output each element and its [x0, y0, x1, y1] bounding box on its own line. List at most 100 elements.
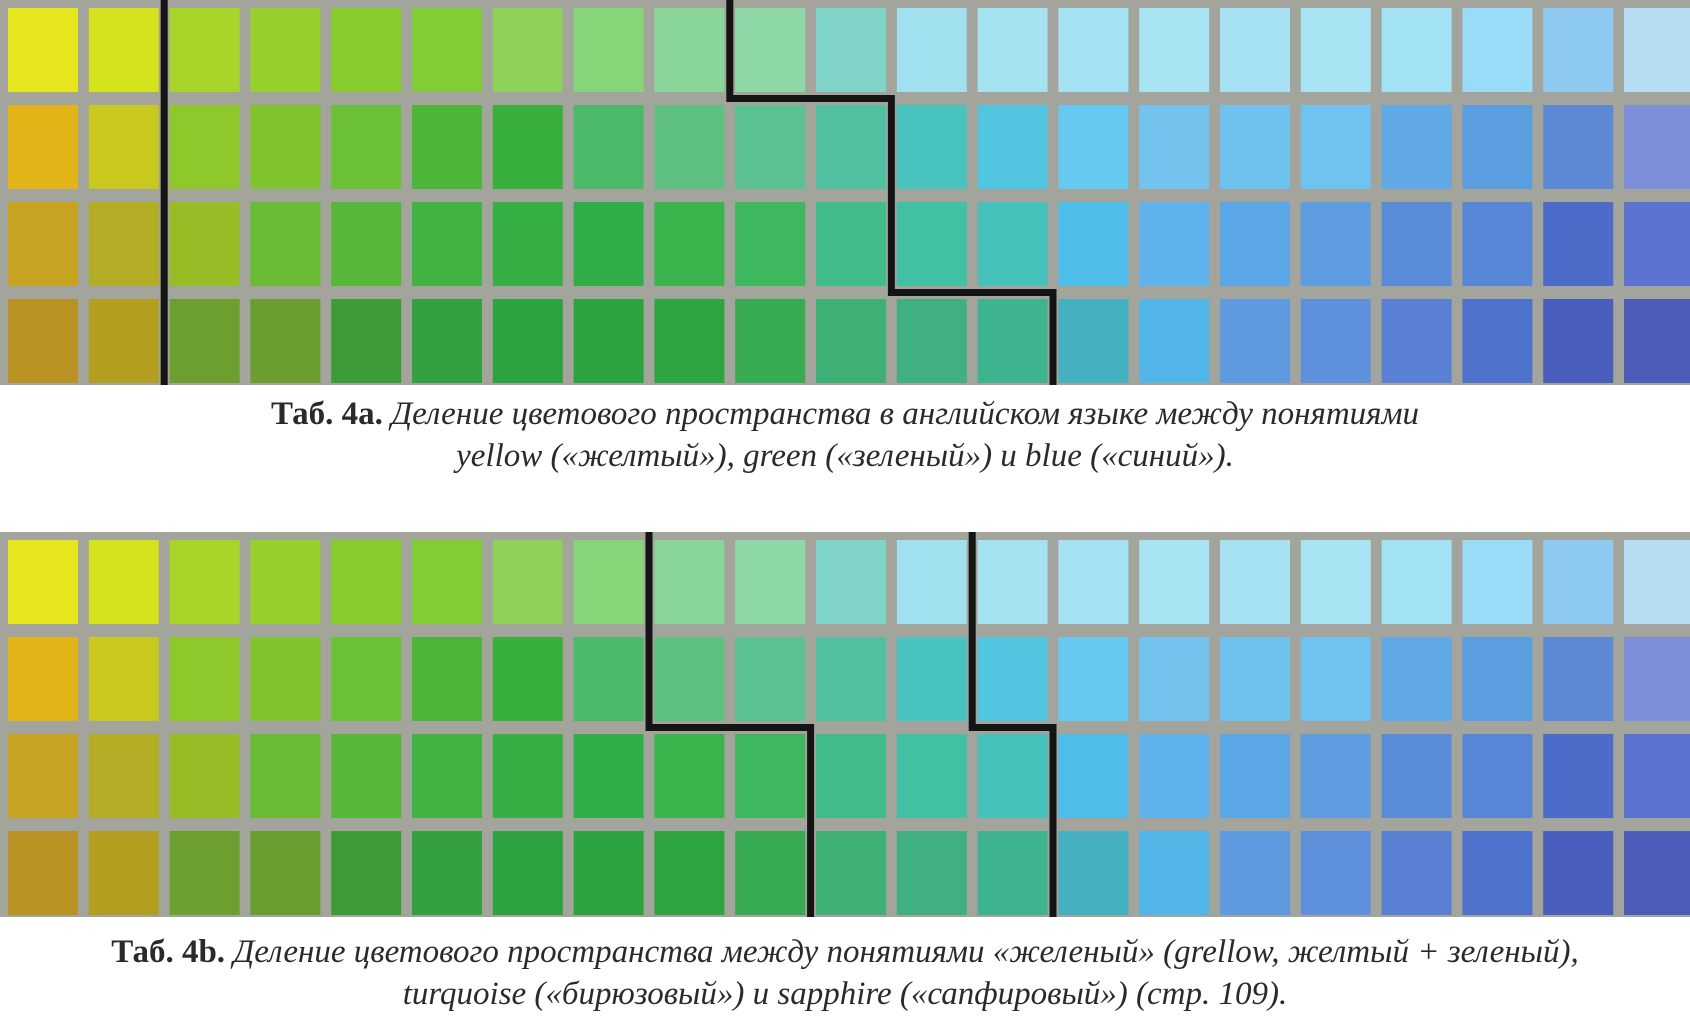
fig-4b-swatch-r3-c1 — [8, 734, 78, 818]
fig-4a-swatch-r1-c18 — [1381, 8, 1452, 92]
fig-4b-swatch-r4-c11 — [816, 831, 886, 915]
fig-4b-swatch-r1-c5 — [331, 540, 402, 624]
caption-4a: Таб. 4a. Деление цветового пространства … — [0, 393, 1690, 477]
fig-4a-swatch-r2-c16 — [1220, 105, 1290, 189]
fig-4b-swatch-r4-c9 — [654, 831, 725, 915]
fig-4a-swatch-r3-c4 — [250, 202, 321, 286]
fig-4b-swatch-r2-c1 — [8, 637, 78, 721]
fig-4b-swatch-r1-c11 — [816, 540, 886, 624]
fig-4b-swatch-r2-c2 — [88, 637, 159, 721]
fig-4b-swatch-r4-c5 — [331, 831, 402, 915]
fig-4b-swatch-r2-c14 — [1058, 637, 1129, 721]
fig-4b-swatch-r3-c4 — [250, 734, 321, 818]
fig-4b-boundary-line-2 — [968, 532, 1057, 917]
fig-4a-swatch-r1-c4 — [250, 8, 321, 92]
fig-4a-swatch-r2-c15 — [1139, 105, 1210, 189]
fig-4b-swatch-r3-c10 — [735, 734, 806, 818]
fig-4a-swatch-r4-c1 — [8, 299, 78, 383]
fig-4b-swatch-r4-c7 — [492, 831, 563, 915]
fig-4a-swatch-r4-c3 — [169, 299, 240, 383]
caption-4b-line2: turquoise («бирюзовый») и sapphire («сап… — [402, 976, 1288, 1012]
fig-4b-swatch-r1-c14 — [1058, 540, 1129, 624]
fig-4a-swatch-r1-c6 — [412, 8, 482, 92]
fig-4a-swatch-r4-c15 — [1139, 299, 1210, 383]
fig-4b-swatch-r2-c5 — [331, 637, 402, 721]
fig-4b-swatch-r2-c8 — [573, 637, 644, 721]
fig-4a-swatch-r4-c18 — [1381, 299, 1452, 383]
fig-4a-swatch-r4-c9 — [654, 299, 725, 383]
fig-4a-swatch-r1-c12 — [896, 8, 967, 92]
fig-4b-swatch-r1-c15 — [1139, 540, 1210, 624]
fig-4b-swatch-r3-c2 — [88, 734, 159, 818]
fig-4b-swatch-r1-c4 — [250, 540, 321, 624]
fig-4b-swatch-r4-c3 — [169, 831, 240, 915]
caption-4a-text1: Деление цветового пространства в английс… — [391, 396, 1420, 432]
fig-4a-swatch-r2-c10 — [735, 105, 806, 189]
fig-4a-swatch-r4-c17 — [1300, 299, 1371, 383]
fig-4a-swatch-r1-c11 — [816, 8, 886, 92]
fig-4b-swatch-r2-c20 — [1543, 637, 1614, 721]
fig-4b-swatch-r1-c6 — [412, 540, 482, 624]
fig-4a-swatch-r3-c9 — [654, 202, 725, 286]
fig-4b-swatch-r1-c7 — [492, 540, 563, 624]
color-grid-4a — [0, 0, 1690, 385]
fig-4b-swatch-r1-c20 — [1543, 540, 1614, 624]
fig-4a-swatch-r2-c21 — [1624, 105, 1690, 189]
fig-4a-swatch-r4-c10 — [735, 299, 806, 383]
fig-4a-swatch-r1-c14 — [1058, 8, 1129, 92]
fig-4b-swatch-r4-c20 — [1543, 831, 1614, 915]
fig-4a-swatch-r2-c3 — [169, 105, 240, 189]
fig-4b-swatch-r3-c21 — [1624, 734, 1690, 818]
fig-4a-swatch-r4-c2 — [88, 299, 159, 383]
fig-4b-swatch-r2-c17 — [1300, 637, 1371, 721]
fig-4a-swatch-r2-c11 — [816, 105, 886, 189]
fig-4a-swatch-r3-c17 — [1300, 202, 1371, 286]
fig-4b-swatch-r2-c6 — [412, 637, 482, 721]
fig-4b-swatch-r2-c21 — [1624, 637, 1690, 721]
fig-4a-swatch-r1-c15 — [1139, 8, 1210, 92]
fig-4b-swatch-r2-c7 — [492, 637, 563, 721]
fig-4b-swatch-r4-c18 — [1381, 831, 1452, 915]
fig-4b-swatch-r1-c16 — [1220, 540, 1290, 624]
fig-4b-swatch-r1-c10 — [735, 540, 806, 624]
fig-4b-swatch-r4-c13 — [977, 831, 1048, 915]
fig-4a-swatch-r3-c13 — [977, 202, 1048, 286]
fig-4a-swatch-r2-c1 — [8, 105, 78, 189]
fig-4b-swatch-r4-c2 — [88, 831, 159, 915]
fig-4a-swatch-r4-c12 — [896, 299, 967, 383]
fig-4b-swatch-r1-c2 — [88, 540, 159, 624]
fig-4b-swatch-r1-c17 — [1300, 540, 1371, 624]
caption-4a-line1: Таб. 4a. Деление цветового пространства … — [0, 393, 1690, 435]
fig-4b-swatch-r3-c16 — [1220, 734, 1290, 818]
fig-4a-swatch-r2-c2 — [88, 105, 159, 189]
fig-4a-swatch-r4-c13 — [977, 299, 1048, 383]
fig-4b-swatch-r3-c14 — [1058, 734, 1129, 818]
fig-4a-swatch-r2-c7 — [492, 105, 563, 189]
fig-4b-swatch-r4-c16 — [1220, 831, 1290, 915]
fig-4b-swatch-r4-c12 — [896, 831, 967, 915]
fig-4a-swatch-r3-c11 — [816, 202, 886, 286]
fig-4b-swatch-r1-c19 — [1462, 540, 1533, 624]
fig-4a-swatch-r3-c5 — [331, 202, 402, 286]
fig-4a-swatch-r1-c8 — [573, 8, 644, 92]
fig-4a-swatch-r3-c6 — [412, 202, 482, 286]
fig-4a-swatch-r3-c15 — [1139, 202, 1210, 286]
fig-4a-swatch-r4-c14 — [1058, 299, 1129, 383]
fig-4a-swatch-r3-c2 — [88, 202, 159, 286]
fig-4a-swatch-r2-c12 — [896, 105, 967, 189]
fig-4a-swatch-r4-c20 — [1543, 299, 1614, 383]
fig-4a-swatch-r1-c16 — [1220, 8, 1290, 92]
fig-4b-swatch-r3-c3 — [169, 734, 240, 818]
fig-4a-swatch-r4-c5 — [331, 299, 402, 383]
fig-4a-swatch-r1-c10 — [735, 8, 806, 92]
fig-4b-swatch-r3-c19 — [1462, 734, 1533, 818]
fig-4a-swatch-r2-c18 — [1381, 105, 1452, 189]
fig-4a-swatch-r4-c8 — [573, 299, 644, 383]
fig-4b-swatch-r3-c5 — [331, 734, 402, 818]
fig-4a-swatch-r2-c5 — [331, 105, 402, 189]
fig-4a-swatch-r1-c7 — [492, 8, 563, 92]
fig-4a-swatch-r1-c17 — [1300, 8, 1371, 92]
caption-4b: Таб. 4b. Деление цветового пространства … — [0, 931, 1690, 1015]
fig-4b-swatch-r2-c13 — [977, 637, 1048, 721]
fig-4b-swatch-r3-c12 — [896, 734, 967, 818]
